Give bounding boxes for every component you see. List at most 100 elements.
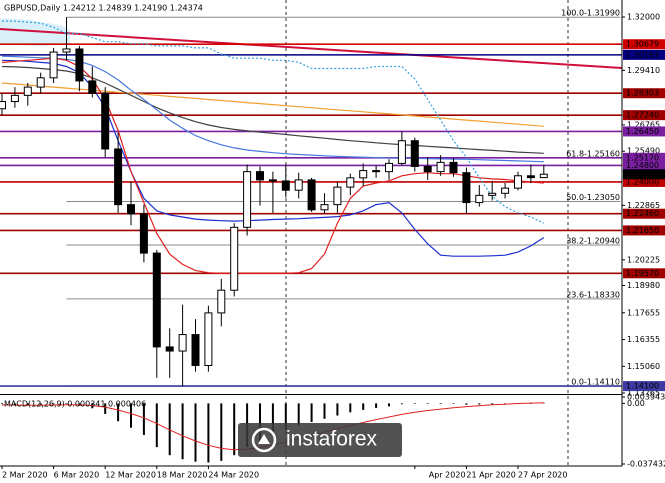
- x-tick-label: 24 Mar 2020: [208, 471, 259, 480]
- level-box: [623, 39, 665, 50]
- macd-bar: [465, 403, 468, 405]
- candle-body: [88, 80, 97, 94]
- level-label: 1.30679: [626, 40, 659, 49]
- candle-body: [165, 346, 174, 352]
- price-plot: [0, 16, 622, 387]
- x-tick-label: 18 Mar 2020: [157, 471, 208, 480]
- candle-body: [36, 77, 45, 88]
- y-tick-label: 1.18980: [627, 281, 660, 290]
- macd-bar: [259, 403, 261, 441]
- level-label: 1.24000: [626, 177, 659, 186]
- macd-bar: [452, 403, 455, 404]
- y-tick-label: 1.13765: [627, 389, 660, 398]
- fib-label: 61.8-1.25160: [566, 150, 620, 159]
- candle-body: [268, 179, 277, 182]
- candle-body: [101, 92, 110, 150]
- candle-body: [449, 161, 458, 174]
- level-box: [623, 176, 665, 187]
- level-box: [623, 225, 665, 236]
- macd-bar: [323, 403, 326, 419]
- y-tick-label: 1.29410: [627, 66, 660, 75]
- level-box: [623, 88, 665, 99]
- macd-bar: [400, 403, 403, 405]
- level-label: 1.22460: [626, 209, 659, 218]
- macd-bar: [39, 403, 42, 406]
- candle-body: [281, 180, 290, 191]
- level-box: [623, 152, 665, 163]
- candle-body: [423, 165, 432, 173]
- macd-bar: [336, 403, 339, 416]
- level-label: 1.28303: [626, 89, 659, 98]
- candle-body: [333, 186, 342, 206]
- candle-body: [49, 51, 58, 79]
- price-box: [623, 169, 665, 180]
- level-label: 1.30163: [626, 50, 659, 59]
- candle-body: [346, 177, 355, 188]
- fib-label: 38.2-1.20940: [566, 237, 620, 246]
- macd-bar: [297, 403, 300, 426]
- candle-body: [191, 334, 200, 366]
- watermark-box: [238, 423, 402, 457]
- macd-bar: [284, 403, 287, 431]
- candle-body: [462, 172, 471, 204]
- trend-line: [0, 28, 622, 69]
- fib-label: 23.6-1.18330: [566, 290, 620, 299]
- watermark-text: instaforex: [286, 428, 378, 451]
- macd-bar: [142, 403, 145, 435]
- macd-tick-label: 0.003943: [627, 393, 665, 402]
- x-tick-label: 21 Apr 2020: [466, 471, 515, 480]
- chart-title: GBPUSD,Daily 1.24212 1.24839 1.24190 1.2…: [4, 4, 203, 13]
- y-tick-label: 1.17655: [627, 308, 660, 317]
- level-label: 1.27240: [626, 111, 659, 120]
- macd-bar: [104, 403, 107, 414]
- candle-body: [127, 204, 135, 215]
- date-axis: 2 Mar 2020 6 Mar 2020 12 Mar 2020 18 Mar 20…: [1, 466, 567, 480]
- macd-bar: [310, 403, 313, 423]
- y-tick-label: 1.26765: [627, 120, 660, 129]
- level-label: 1.25170: [626, 153, 659, 162]
- x-tick-label: 6 Mar 2020: [54, 471, 100, 480]
- macd-bar: [181, 403, 184, 460]
- candle-body: [539, 173, 548, 179]
- macd-bar: [26, 403, 29, 406]
- macd-tick-label: 0.00: [627, 399, 645, 408]
- level-label: 1.24800: [626, 161, 659, 170]
- candle-body: [397, 140, 406, 164]
- macd-bar: [52, 403, 55, 405]
- candle-body: [62, 48, 71, 53]
- candle-body: [10, 94, 19, 103]
- candle-body: [139, 213, 148, 254]
- watermark-logo: [251, 427, 277, 453]
- macd-bar: [439, 403, 442, 404]
- y-tick-label: 1.22865: [627, 201, 660, 210]
- macd-bar: [478, 403, 481, 405]
- candle-body: [436, 161, 445, 173]
- price-label: 1.24374: [626, 170, 659, 179]
- level-box: [623, 49, 665, 60]
- level-box: [623, 208, 665, 219]
- candle-body: [204, 312, 213, 366]
- watermark-logo: [258, 434, 270, 444]
- macd-bar: [233, 403, 236, 456]
- watermark: instaforex: [238, 423, 402, 457]
- macd-bar: [491, 403, 494, 405]
- candle-body: [114, 148, 123, 206]
- candle-body: [320, 204, 329, 211]
- macd-label: MACD(12,26,9) 0.000341 0.000406: [4, 400, 146, 409]
- candle-body: [230, 226, 239, 291]
- macd-bar: [130, 403, 132, 428]
- candle-body: [23, 86, 32, 96]
- x-tick-label: 2 Mar 2020: [2, 471, 48, 480]
- candle-body: [526, 175, 535, 179]
- level-label: 1.26450: [626, 127, 659, 136]
- level-label: 1.21650: [626, 226, 659, 235]
- fib-label: 100.0-1.31990: [561, 9, 620, 18]
- price-axis: 1.32000 1.29410 1.26765 1.25490 1.22865 1.202…: [622, 12, 665, 398]
- macd-bar: [1, 403, 3, 405]
- fib-label: 50.0-1.23050: [566, 193, 620, 202]
- macd-bar: [426, 403, 429, 404]
- level-box: [623, 110, 665, 121]
- level-box: [623, 381, 665, 392]
